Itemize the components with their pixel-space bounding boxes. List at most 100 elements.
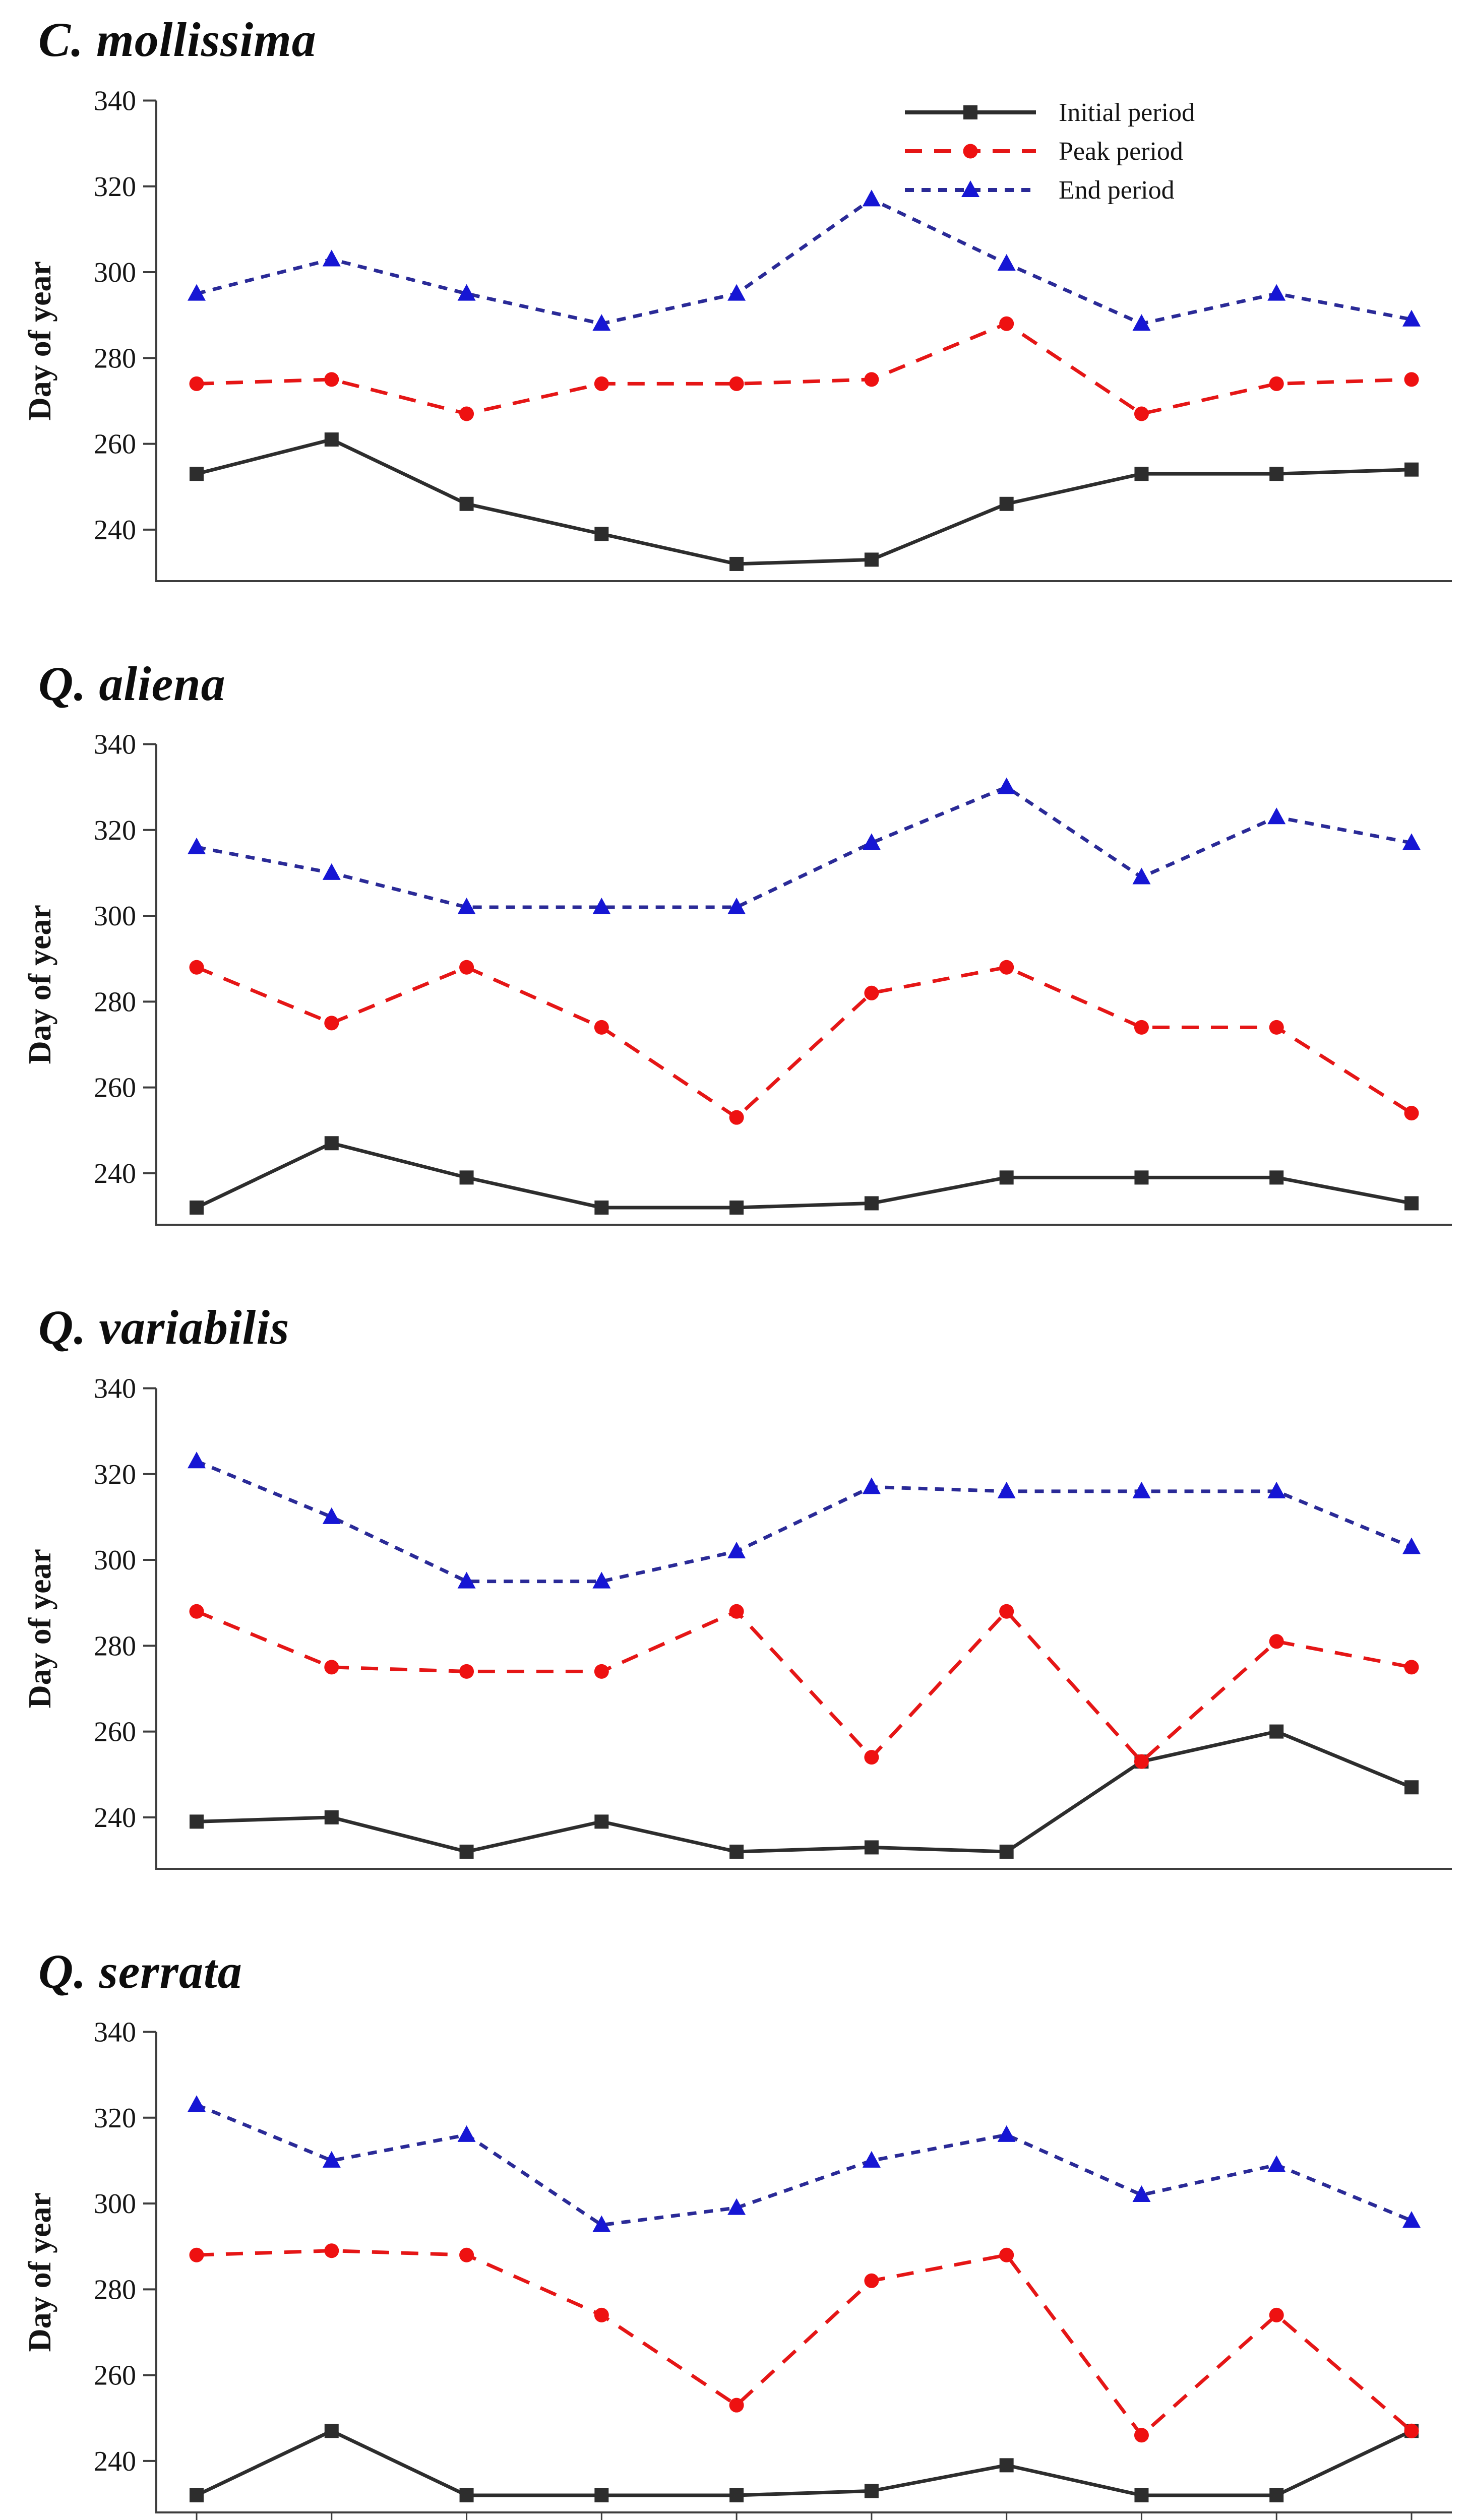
data-point-marker-circle [999, 316, 1014, 331]
y-tick-label: 240 [94, 514, 136, 545]
line-chart-c-mollissima: 240 260 280 300 320 340 Day of year Initial per… [22, 85, 1452, 582]
data-point-marker-triangle [188, 1452, 206, 1469]
data-point-marker-square [594, 526, 609, 541]
data-point-marker-triangle [188, 2095, 206, 2112]
series-line-end-period [196, 197, 1412, 326]
data-point-marker-triangle [1267, 284, 1286, 301]
data-point-marker-triangle [457, 898, 476, 915]
data-point-marker-circle [324, 1660, 339, 1675]
data-point-marker-square [324, 432, 339, 447]
data-point-marker-circle [729, 2398, 744, 2413]
data-point-marker-circle [594, 1664, 609, 1679]
series-line-initial-period [196, 1141, 1412, 1210]
data-point-marker-circle [1134, 2428, 1149, 2443]
data-point-marker-circle [1269, 1634, 1284, 1649]
data-point-marker-triangle [997, 2125, 1016, 2143]
data-point-marker-triangle [592, 1571, 611, 1589]
series-line-initial-period [196, 2429, 1413, 2497]
data-point-marker-triangle [862, 189, 881, 206]
data-point-marker-circle [1269, 1020, 1284, 1035]
data-point-marker-circle [1404, 1106, 1419, 1121]
data-point-marker-triangle [997, 777, 1016, 794]
data-point-marker-square [459, 2488, 474, 2503]
y-tick-label: 300 [94, 257, 136, 288]
data-point-marker-square [1134, 2488, 1149, 2503]
data-point-marker-triangle [727, 1541, 746, 1558]
data-point-marker-circle [729, 1110, 744, 1125]
y-tick-label: 320 [94, 1459, 136, 1490]
chart-panel-q-serrata: Q. serrata 240 260 280 300 320 340 Day of year… [0, 1932, 1470, 2520]
series-line-peak-period [196, 1608, 1412, 1764]
line-chart-q-aliena: 240 260 280 300 320 340 Day of year [22, 729, 1452, 1226]
legend-label: Initial period [1059, 98, 1195, 127]
data-point-marker-circle [189, 1604, 204, 1619]
data-point-marker-triangle [188, 838, 206, 855]
data-point-marker-square [1134, 466, 1149, 481]
data-point-marker-square [1269, 1170, 1284, 1185]
panel-title: Q. aliena [38, 656, 226, 711]
data-point-marker-triangle [862, 833, 881, 850]
data-point-marker-square [864, 1196, 879, 1211]
data-point-marker-circle [459, 1664, 474, 1679]
data-point-marker-square [190, 2488, 204, 2503]
data-point-marker-triangle [997, 1481, 1016, 1498]
data-point-marker-triangle [1402, 833, 1421, 850]
data-point-marker-square [864, 1840, 879, 1855]
data-point-marker-square [1269, 2488, 1284, 2503]
data-point-marker-triangle [322, 2151, 341, 2168]
y-tick-label: 260 [94, 2360, 136, 2391]
data-point-marker-circle [594, 1020, 609, 1035]
data-point-marker-triangle [457, 2125, 476, 2143]
series-line-peak-period [196, 321, 1412, 416]
data-point-marker-square [999, 2458, 1014, 2473]
y-tick-label: 260 [94, 1073, 136, 1104]
y-tick-label: 240 [94, 1802, 136, 1834]
data-point-marker-triangle [1267, 1481, 1286, 1498]
data-point-marker-triangle [727, 2198, 746, 2215]
y-tick-label: 260 [94, 1716, 136, 1747]
data-point-marker-triangle [188, 284, 206, 301]
data-point-marker-triangle [961, 180, 979, 197]
data-point-marker-square [729, 1201, 744, 1215]
data-point-marker-square [1269, 1724, 1284, 1739]
data-point-marker-circle [729, 376, 744, 391]
data-point-marker-circle [1404, 2424, 1419, 2439]
data-point-marker-triangle [1267, 2155, 1286, 2172]
y-tick-label: 300 [94, 1545, 136, 1576]
data-point-marker-circle [459, 2248, 474, 2263]
y-tick-label: 340 [94, 1373, 136, 1404]
data-point-marker-triangle [1132, 2185, 1151, 2202]
data-point-marker-triangle [1132, 867, 1151, 885]
data-point-marker-square [190, 1814, 204, 1829]
data-point-marker-square [1269, 466, 1284, 481]
data-point-marker-circle [459, 960, 474, 975]
y-tick-label: 320 [94, 815, 136, 846]
data-point-marker-circle [594, 2308, 609, 2323]
data-point-marker-circle [864, 1749, 879, 1765]
data-point-marker-circle [1269, 2308, 1284, 2323]
data-point-marker-triangle [322, 1507, 341, 1524]
data-point-marker-square [1404, 1196, 1419, 1211]
y-tick-label: 240 [94, 2446, 136, 2477]
y-tick-label: 240 [94, 1158, 136, 1189]
data-point-marker-circle [864, 985, 879, 1000]
data-point-marker-square [864, 552, 879, 567]
y-axis-title: Day of year [22, 2192, 57, 2352]
series-line-peak-period [196, 2249, 1413, 2438]
data-point-marker-circle [324, 1016, 339, 1031]
data-point-marker-circle [999, 960, 1014, 975]
panel-title: C. mollissima [38, 13, 317, 67]
data-point-marker-circle [1404, 371, 1419, 387]
data-point-marker-triangle [1132, 1481, 1151, 1498]
legend-label: End period [1059, 176, 1175, 205]
data-point-marker-triangle [1402, 1537, 1421, 1554]
y-tick-label: 280 [94, 343, 136, 374]
data-point-marker-circle [1134, 1020, 1149, 1035]
y-tick-label: 320 [94, 171, 136, 202]
data-point-marker-triangle [457, 284, 476, 301]
data-point-marker-circle [324, 371, 339, 387]
data-point-marker-circle [189, 2248, 204, 2263]
y-tick-label: 340 [94, 729, 136, 761]
